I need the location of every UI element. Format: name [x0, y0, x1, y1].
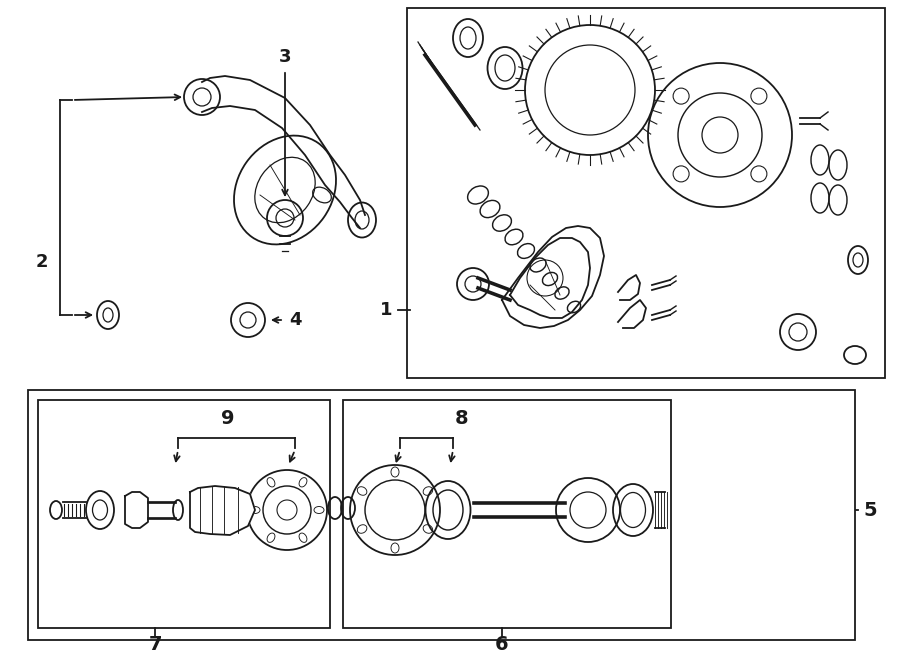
- Bar: [407, 8, 885, 378]
- Text: 5: 5: [863, 500, 877, 520]
- Text: 6: 6: [495, 635, 508, 654]
- Text: 4: 4: [289, 311, 302, 329]
- Text: 7: 7: [148, 635, 162, 654]
- Text: 9: 9: [221, 408, 235, 428]
- Text: 1: 1: [380, 301, 392, 319]
- Text: 3: 3: [279, 48, 292, 66]
- Bar: [343, 400, 671, 628]
- Polygon shape: [125, 492, 148, 528]
- Polygon shape: [190, 486, 255, 535]
- Text: 8: 8: [455, 408, 469, 428]
- Text: 2: 2: [36, 253, 49, 271]
- Bar: [38, 400, 330, 628]
- Bar: [28, 390, 855, 640]
